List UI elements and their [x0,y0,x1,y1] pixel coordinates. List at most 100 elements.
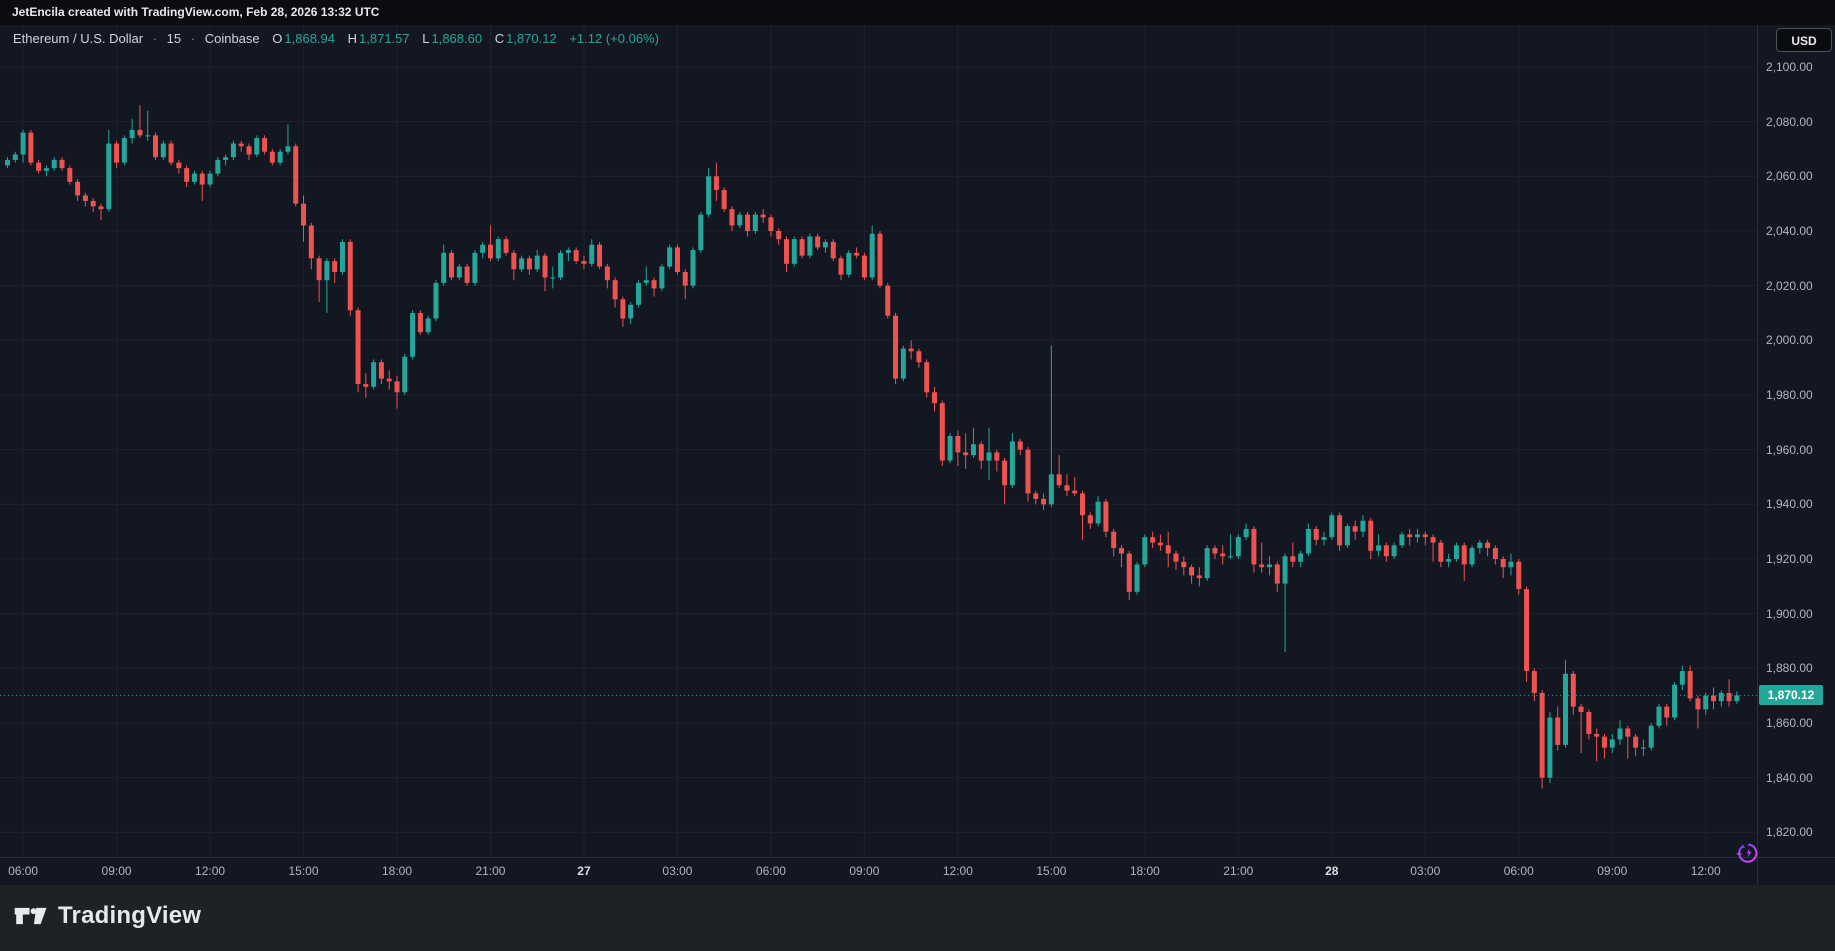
legend-exchange[interactable]: Coinbase [204,31,260,46]
candle-body [1228,556,1234,558]
legend-high-value: 1,871.57 [359,31,410,46]
price-tick-label: 1,820.00 [1766,825,1813,840]
candle-body [1687,671,1693,699]
candle-body [67,168,73,182]
candle-body [1461,545,1467,565]
candle-body [371,362,377,387]
candle-body [908,348,914,352]
candle-body [308,225,314,259]
candle-body [1017,441,1023,450]
candle-body [698,214,704,251]
candle-body [768,217,774,231]
candle-body [674,247,680,272]
candle-body [1368,520,1374,551]
candle-body [480,244,486,253]
time-tick-label: 12:00 [1690,864,1721,878]
candle-body [487,244,493,259]
candle-body [830,241,836,259]
price-tick-label: 1,920.00 [1766,551,1813,566]
price-tick-label: 2,040.00 [1766,223,1813,238]
candle-body [690,250,696,286]
candle-body [1594,733,1600,737]
time-axis[interactable]: 06:00 09:00 12:00 15:00 18:00 21:00 27 03:00 06:… [0,857,1835,885]
candle-body [970,444,976,456]
candle-body [604,266,610,281]
candle-body [854,252,860,256]
candle-body [589,244,595,264]
candle-body [472,252,478,283]
time-tick-label: 03:00 [1410,864,1441,878]
candle-body [1625,728,1631,737]
candle-body [1126,553,1132,592]
candle-body [822,241,828,248]
ai-sparkle-icon[interactable] [1734,840,1760,866]
candle-body [682,271,688,286]
candle-body [293,146,299,204]
candle-body [464,266,470,283]
candle-body [1531,671,1537,693]
candle-body [612,280,618,300]
candle-body [1734,695,1740,702]
candle-body [667,247,673,267]
candle-body [900,348,906,379]
candle-body [316,258,322,281]
candle-body [43,168,49,171]
price-axis[interactable]: USD 1,870.12 2,100.00 2,080.00 2,060.00 2,0… [1757,25,1835,885]
candle-body [799,239,805,256]
candle-body [1002,460,1008,486]
candle-body [1453,545,1459,559]
candle-body [1485,542,1491,549]
candle-body [153,135,159,158]
last-price-label: 1,870.12 [1759,685,1823,706]
candle-body [339,241,345,272]
legend-interval[interactable]: 15 [166,31,182,46]
candle-body [82,195,88,201]
candle-body [635,282,641,305]
candle-body [1664,706,1670,718]
currency-toggle-button[interactable]: USD [1776,28,1832,52]
candle-body [558,252,564,278]
price-tick-label: 1,980.00 [1766,387,1813,402]
candle-body [1601,736,1607,748]
candle-body [129,129,135,139]
candle-body [1477,542,1483,549]
candle-body [1718,692,1724,702]
time-tick-label: 12:00 [195,864,226,878]
tradingview-logo: TradingView [14,901,201,931]
candle-body [449,252,455,278]
legend-symbol[interactable]: Ethereum / U.S. Dollar [13,31,144,46]
candle-body [1204,548,1210,579]
candle-body [1703,695,1709,710]
candle-body [620,299,626,319]
candle-body [1422,534,1428,538]
candle-body [1173,553,1179,562]
candle-body [199,173,205,185]
candle-body [59,159,65,169]
candle-body [1414,534,1420,538]
candle-body [285,146,291,152]
candle-body [1399,534,1405,546]
candle-body [1391,545,1397,557]
candle-body [721,189,727,210]
brand-bar: TradingView [0,885,1835,951]
candle-body [706,176,712,215]
candle-body [207,173,213,185]
candle-body [410,312,416,357]
legend-separator: · [152,31,158,46]
candle-body [1446,558,1452,562]
candle-body [861,255,867,278]
candlestick-canvas[interactable] [0,25,1757,857]
candle-body [145,135,151,137]
candle-body [363,384,369,387]
candle-body [643,280,649,283]
chart-legend[interactable]: Ethereum / U.S. Dollar · 15 · Coinbase O… [13,31,659,46]
candle-body [106,143,112,210]
candle-body [1383,545,1389,557]
candle-body [846,252,852,275]
candle-body [1492,548,1498,559]
candle-body [223,157,229,160]
candle-body [1570,673,1576,707]
price-tick-label: 2,080.00 [1766,114,1813,129]
candle-body [1344,526,1350,546]
candle-body [511,252,517,270]
